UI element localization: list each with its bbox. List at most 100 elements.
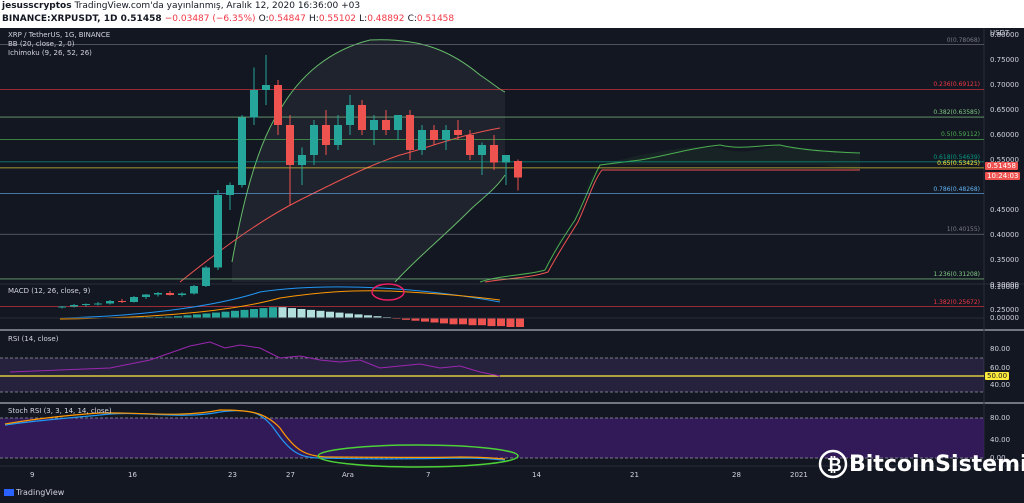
macd-pane-title[interactable]: MACD (12, 26, close, 9) bbox=[8, 287, 91, 295]
price-tick: 0.75000 bbox=[990, 56, 1019, 64]
bb-upper bbox=[231, 39, 506, 263]
macd-bar bbox=[326, 311, 334, 318]
candle-body bbox=[250, 90, 258, 118]
bb-lower bbox=[394, 174, 506, 283]
time-tick: 21 bbox=[630, 471, 639, 479]
author-name[interactable]: jesusscryptos bbox=[2, 1, 72, 11]
last-price: 0.51458 bbox=[120, 14, 162, 24]
fib-label: 0.236(0.69121) bbox=[933, 81, 980, 89]
candle-body bbox=[118, 301, 126, 302]
macd-bar bbox=[221, 311, 230, 318]
macd-bar bbox=[506, 318, 515, 327]
tradingview-logo[interactable]: TradingView bbox=[4, 488, 64, 497]
macd-ytick: 0.00000 bbox=[990, 314, 1019, 322]
macd-bar bbox=[364, 315, 372, 318]
low-value: 0.48892 bbox=[367, 14, 405, 24]
fib-label: 1.236(0.31208) bbox=[933, 270, 980, 278]
bb-indicator-label[interactable]: BB (20, close, 2, 0) bbox=[8, 40, 75, 48]
candle-body bbox=[238, 117, 246, 185]
stoch-ytick: 80.00 bbox=[990, 414, 1011, 422]
candle-body bbox=[142, 294, 150, 297]
candle-body bbox=[334, 125, 342, 145]
candle-body bbox=[370, 120, 378, 130]
macd-bar bbox=[183, 315, 192, 318]
macd-bar bbox=[421, 318, 429, 322]
candle-body bbox=[94, 303, 102, 305]
rsi-band bbox=[0, 358, 984, 392]
macd-bar bbox=[497, 318, 505, 327]
candle-body bbox=[226, 185, 234, 195]
macd-bar bbox=[174, 316, 182, 318]
rsi-value-tag: 50.00 bbox=[985, 372, 1010, 380]
candle-body bbox=[178, 293, 186, 295]
candle-body bbox=[322, 125, 330, 145]
macd-bar bbox=[164, 316, 173, 318]
fib-label: 0.786(0.48268) bbox=[933, 185, 980, 193]
macd-bar bbox=[297, 309, 306, 318]
macd-bar bbox=[478, 318, 486, 326]
fib-label: 1(0.40155) bbox=[946, 226, 980, 234]
macd-line bbox=[59, 286, 501, 319]
time-tick: 16 bbox=[128, 471, 137, 479]
countdown-tag: 10:24:03 bbox=[985, 172, 1021, 180]
ichimoku-span-b bbox=[484, 169, 860, 283]
macd-bar bbox=[231, 310, 239, 318]
time-tick: 7 bbox=[426, 471, 431, 479]
fib-lines bbox=[0, 44, 984, 308]
stoch-d bbox=[4, 409, 506, 460]
candle-body bbox=[166, 293, 174, 295]
macd-cross-highlight bbox=[371, 283, 405, 301]
candle-body bbox=[406, 115, 414, 150]
macd-bar bbox=[411, 318, 420, 321]
macd-bar bbox=[307, 309, 315, 318]
candle-body bbox=[154, 293, 162, 295]
macd-bar bbox=[212, 312, 220, 318]
macd-signal bbox=[59, 290, 501, 320]
candle-body bbox=[274, 85, 282, 125]
candle-body bbox=[466, 135, 474, 155]
fib-label: 0.5(0.59112) bbox=[940, 131, 980, 139]
published-info: TradingView.com'da yayınlanmış, Aralık 1… bbox=[74, 1, 361, 11]
ichimoku-cloud bbox=[545, 145, 860, 272]
bitcoinsistemi-logo: ₿ bbox=[818, 449, 848, 479]
candle-body bbox=[298, 155, 306, 165]
symbol-label: BINANCE:XRPUSDT, 1D bbox=[2, 14, 118, 24]
macd-bar bbox=[250, 309, 258, 318]
macd-bar bbox=[240, 309, 249, 318]
macd-bar bbox=[449, 318, 458, 325]
svg-text:₿: ₿ bbox=[827, 455, 842, 476]
macd-bar bbox=[335, 312, 344, 318]
macd-bar bbox=[468, 318, 477, 326]
stoch-k bbox=[4, 409, 506, 461]
fib-label: 0.618(0.54639) bbox=[933, 153, 980, 161]
time-tick: 9 bbox=[30, 471, 35, 479]
macd-bar bbox=[202, 313, 211, 318]
fib-label: 1.382(0.25672) bbox=[933, 298, 980, 306]
ichimoku-indicator-label[interactable]: Ichimoku (9, 26, 52, 26) bbox=[8, 49, 92, 57]
price-change: −0.03487 (−6.35%) bbox=[164, 14, 256, 24]
candle-body bbox=[130, 297, 138, 302]
macd-bar bbox=[155, 316, 163, 318]
candle-body bbox=[442, 130, 450, 140]
candle-body bbox=[454, 130, 462, 135]
tradingview-icon bbox=[4, 489, 14, 496]
chart-header: jesusscryptos TradingView.com'da yayınla… bbox=[0, 0, 1024, 28]
macd-bar bbox=[402, 318, 410, 320]
close-value: 0.51458 bbox=[416, 14, 455, 24]
time-tick: 14 bbox=[532, 471, 541, 479]
rsi-pane-title[interactable]: RSI (14, close) bbox=[8, 335, 59, 343]
macd-bar bbox=[430, 318, 439, 323]
stoch-pane-title[interactable]: Stoch RSI (3, 3, 14, 14, close) bbox=[8, 407, 112, 415]
rsi-ytick: 60.00 bbox=[990, 364, 1011, 372]
macd-bar bbox=[459, 318, 467, 325]
macd-bar bbox=[440, 318, 448, 324]
high-value: 0.55102 bbox=[318, 14, 357, 24]
price-tick: 0.80000 bbox=[990, 31, 1019, 39]
candle-body bbox=[514, 161, 522, 178]
candle-body bbox=[502, 155, 510, 163]
macd-bar bbox=[278, 307, 287, 318]
price-tick: 0.40000 bbox=[990, 231, 1019, 239]
macd-bar bbox=[259, 308, 268, 318]
footer bbox=[0, 484, 1024, 503]
